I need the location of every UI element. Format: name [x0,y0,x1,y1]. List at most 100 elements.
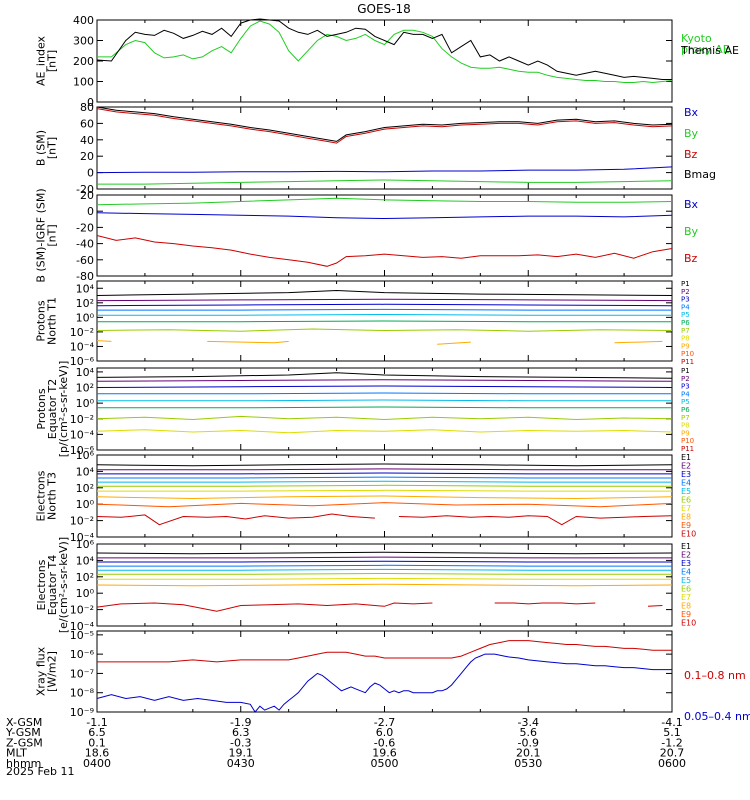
y-tick-label: 10⁻⁷ [70,667,94,680]
legend-item: P5 [681,398,690,406]
series-e1 [96,463,673,467]
series-bz [96,108,673,144]
y-tick-label: 10⁻² [70,604,94,617]
y-axis-title: B (SM)-IGRF (SM) [35,188,48,282]
y-tick-label: 10⁴ [76,366,95,379]
legend-item: E1 [681,453,691,462]
legend-item: E3 [681,559,691,568]
legend-item: Bmag [684,168,716,181]
legend-item: P6 [681,319,690,327]
legend-item: E4 [681,479,691,488]
y-axis-title: Electrons [35,559,48,610]
x-row-label: Z-GSM [6,736,43,749]
y-tick-label: 10⁻⁴ [70,531,95,544]
y-tick-label: -20 [76,183,94,196]
x-row-value: 18.6 [85,747,110,760]
y-tick-label: 10⁻⁴ [70,340,95,353]
y-tick-label: 10⁻⁹ [70,706,94,719]
series-e10 [96,513,375,526]
plot-title: GOES-18 [357,2,411,16]
legend-item: 0.05–0.4 nm [684,710,750,723]
legend-item: E6 [681,585,691,594]
date-label: 2025 Feb 11 [6,765,74,778]
series-e7 [97,577,672,580]
legend-item: E9 [681,610,691,619]
y-tick-label: 20 [80,150,94,163]
series-bx [96,166,673,174]
series-p5 [97,399,672,402]
legend-item: Bz [684,148,698,161]
y-axis-title: Protons [35,300,48,341]
y-axis-title: North T1 [46,297,59,345]
legend-item: E5 [681,576,691,585]
legend-item: 0.1–0.8 nm [684,669,746,682]
legend-item: E6 [681,496,691,505]
y-axis-title: [nT] [46,137,59,159]
legend-item: Bx [684,198,699,211]
x-row-value: -4.1 [661,716,682,729]
y-axis-title: [nT] [46,224,59,246]
y-tick-label: 10⁻² [70,515,94,528]
series-e1 [96,551,673,555]
legend-item: E2 [681,551,691,560]
y-axis-title: Electrons [35,470,48,521]
x-row-label: Y-GSM [5,726,41,739]
y-axis-title: [p/(cm²-s-sr-keV)] [57,361,70,458]
series-p9 [614,340,663,344]
series-e10 [398,515,673,526]
legend-item: E8 [681,513,691,522]
series-e6 [97,484,672,487]
series-p9 [96,340,112,342]
x-row-value: 0400 [83,757,111,770]
y-tick-label: 10² [76,297,94,310]
panel-8: 10⁻⁹ 10⁻⁸ 10⁻⁷ 10⁻⁶ 10⁻⁵ Xray flux[W/m2] 0.1–0… [35,629,750,723]
panel-3: -80 -60 -40 -20 0 20 B (SM)-IGRF (SM)[nT] Bx By B… [35,188,699,283]
x-row-value: -3.4 [518,716,539,729]
legend-item: E2 [681,462,691,471]
y-tick-label: 10² [76,382,94,395]
y-tick-label: 10⁴ [76,282,95,295]
y-tick-label: 10⁻⁴ [70,620,95,633]
series-e3 [97,472,672,475]
legend-item: P8 [681,422,690,430]
x-row-value: -0.3 [230,736,251,749]
legend-item: By [684,225,699,238]
panel-frame [96,367,673,451]
series-p4 [97,392,672,395]
x-row-value: 6.3 [232,726,250,739]
series-e8 [96,583,673,587]
legend-item: P11 [681,358,694,366]
x-row-value: 6.0 [376,726,394,739]
series-e10 [96,602,433,612]
y-tick-label: -80 [76,270,94,283]
y-axis-title: Protons [35,388,48,429]
legend-item: P10 [681,350,694,358]
legend-item: E10 [681,619,696,628]
panel-frame [96,194,673,277]
series-p9 [207,340,289,344]
y-tick-label: 10⁻⁴ [70,428,95,441]
legend-item: proxy AE [681,43,730,56]
x-row-value: 19.1 [229,747,254,760]
legend-item: P11 [681,445,694,453]
y-tick-label: 10⁶ [76,449,95,462]
series-themis-ae [96,18,672,80]
legend-item: P10 [681,437,694,445]
series-e2 [97,468,672,471]
legend-item: P5 [681,311,690,319]
legend-item: E7 [681,504,691,513]
y-axis-title: [e/(cm²-s-sr-keV)] [57,537,70,633]
y-tick-label: 10⁰ [76,587,95,600]
x-row-value: 20.7 [660,747,685,760]
legend-item: Kyoto [681,32,712,45]
y-axis-title: Equator T2 [46,379,59,439]
legend-item: P6 [681,406,690,414]
y-tick-label: 20 [80,189,94,202]
legend-item: P2 [681,288,690,296]
series-bx [96,212,673,220]
y-tick-label: 10⁻⁵ [70,629,94,642]
